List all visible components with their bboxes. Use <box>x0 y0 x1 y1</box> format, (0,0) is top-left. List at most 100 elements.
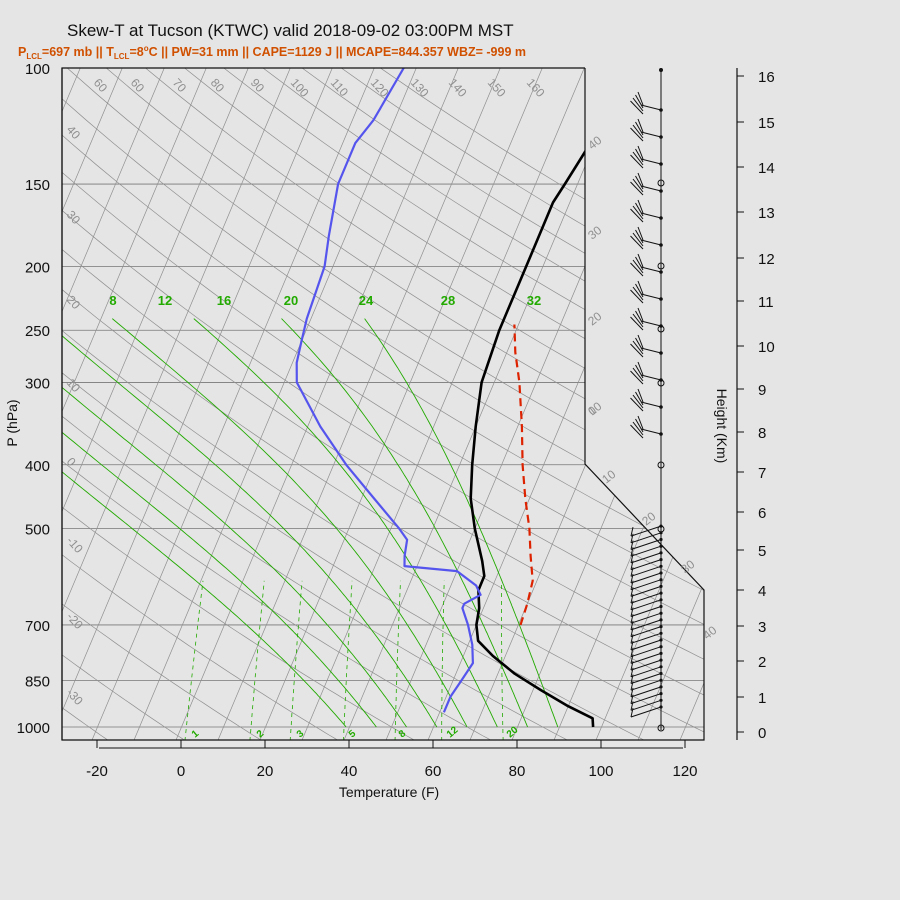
wind-barb-feather <box>635 121 644 136</box>
wind-barb-shaft <box>640 185 662 192</box>
isotherm-line <box>62 68 207 740</box>
wind-barb-shaft <box>630 659 662 671</box>
moist-adiabat-label: 32 <box>527 293 541 308</box>
wind-barb-feather <box>632 394 644 409</box>
height-tick-label: 12 <box>758 251 775 268</box>
wind-barb-feather <box>637 307 644 322</box>
moist-adiabat-line <box>62 318 407 728</box>
wind-barb-feather <box>630 424 644 439</box>
wind-barb-shaft <box>630 559 662 571</box>
moist-adiabat-label: 28 <box>441 293 455 308</box>
moist-adiabat-label: 8 <box>109 293 116 308</box>
height-tick-label: 2 <box>758 654 766 671</box>
wind-barb-feather <box>632 124 644 139</box>
wind-barb-dot <box>659 551 663 555</box>
isotherm-line <box>175 68 459 740</box>
isotherm-label: 70 <box>170 76 190 96</box>
mixing-ratio-line <box>184 580 204 740</box>
wind-barb-shaft <box>640 158 662 165</box>
height-tick-label: 0 <box>758 725 766 742</box>
wind-barb-dot <box>659 135 663 139</box>
height-tick-label: 7 <box>758 465 766 482</box>
isotherm-label: 80 <box>208 76 228 96</box>
wind-barb-dot <box>659 658 663 662</box>
wind-barb-feather <box>637 388 644 403</box>
dry-adiabat-line <box>62 68 704 740</box>
isotherm-line <box>217 68 501 740</box>
wind-barb-feather <box>637 91 644 106</box>
wind-barb-feather <box>635 391 644 406</box>
wind-barb-feather <box>632 313 644 328</box>
wind-barb-feather <box>630 235 644 250</box>
wind-barb-shaft <box>630 565 662 577</box>
mixing-ratio-line <box>343 580 353 740</box>
pressure-tick-label: 250 <box>25 323 50 340</box>
dry-adiabat-line <box>66 68 704 740</box>
x-tick-label: 60 <box>425 763 442 780</box>
wind-barb-feather <box>630 526 634 537</box>
moist-adiabat-line <box>193 318 498 728</box>
isotherm-line <box>637 68 704 740</box>
wind-barb-feather <box>630 100 644 115</box>
isotherm-line <box>133 68 417 740</box>
left-edge-label: -20 <box>64 610 86 632</box>
wind-level-marker <box>657 461 665 469</box>
wind-barbs <box>630 68 665 732</box>
wind-barb-feather <box>637 145 644 160</box>
wind-barb-dot <box>659 678 663 682</box>
x-tick-label: 100 <box>588 763 613 780</box>
mixing-ratio-line <box>289 580 303 740</box>
wind-barb-shaft <box>630 639 662 651</box>
height-tick-label: 11 <box>758 294 774 311</box>
dry-adiabat-label: 40 <box>700 623 719 642</box>
pressure-tick-label: 300 <box>25 375 50 392</box>
wind-barb-shaft <box>630 612 662 624</box>
isotherm-line <box>848 68 900 740</box>
isotherm-line <box>62 68 333 740</box>
wind-barb-dot <box>659 216 663 220</box>
dry-adiabat-label: 10 <box>599 467 618 486</box>
wind-level-marker <box>657 262 665 270</box>
isotherm-line <box>62 68 123 740</box>
wind-barb-dot <box>659 571 663 575</box>
wind-barb-dot <box>659 591 663 595</box>
dry-adiabat-line <box>62 68 340 740</box>
wind-barb-shaft <box>630 532 662 544</box>
wind-barb-feather <box>632 232 644 247</box>
wind-barb-dot <box>659 537 663 542</box>
wind-barb-shaft <box>640 104 662 111</box>
isotherm-label: 110 <box>328 76 351 100</box>
wind-barb-shaft <box>630 693 662 705</box>
wind-barb-feather <box>632 367 644 382</box>
moist-adiabat-label: 24 <box>359 293 374 308</box>
wind-barb-feather <box>630 181 644 196</box>
dry-adiabat-line <box>106 68 704 740</box>
wind-barb-dot <box>659 351 663 355</box>
wind-barb-feather <box>637 226 644 241</box>
wind-level-marker <box>657 179 665 187</box>
pressure-tick-label: 500 <box>25 522 50 539</box>
isotherm-line <box>764 68 900 740</box>
wind-barb-dot <box>659 432 663 436</box>
wind-barb-feather <box>635 175 644 190</box>
left-edge-label: 10 <box>64 376 84 396</box>
height-tick-label: 16 <box>758 69 775 86</box>
moist-adiabat-label: 20 <box>284 293 298 308</box>
wind-barb-feather <box>630 127 644 142</box>
dry-adiabat-line <box>62 68 704 740</box>
wind-barb-feather <box>637 253 644 268</box>
dewpoint-curve <box>295 68 482 713</box>
dry-adiabat-label: 30 <box>585 223 604 242</box>
wind-barb-feather <box>632 286 644 301</box>
wind-barb-dot <box>659 189 663 193</box>
wind-barb-dot <box>659 631 663 635</box>
left-edge-label: -10 <box>64 534 86 556</box>
isotherm-line <box>259 68 543 740</box>
moist-adiabat-line <box>62 318 347 728</box>
isopleth-labels: 60 60 70 80 90 100 110 120 130 140 150 160403020100… <box>64 76 720 741</box>
wind-barb-feather <box>635 418 644 433</box>
wind-barb-feather <box>637 415 644 430</box>
wind-barb-shaft <box>640 293 662 300</box>
height-tick-label: 10 <box>758 339 775 356</box>
